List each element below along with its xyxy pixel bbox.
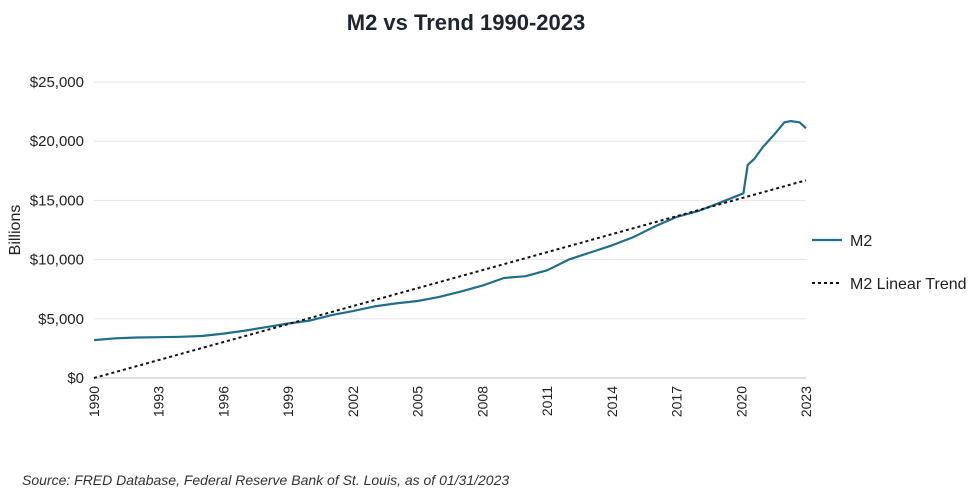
x-tick-label: 1999 <box>280 386 296 417</box>
y-tick-label: $5,000 <box>38 311 84 328</box>
legend: M2 M2 Linear Trend <box>812 233 967 293</box>
y-axis-label: Billions <box>7 205 24 256</box>
y-tick-label: $25,000 <box>30 74 84 91</box>
x-tick-label: 2008 <box>474 386 490 417</box>
legend-label-m2-trend: M2 Linear Trend <box>850 276 967 293</box>
x-tick-label: 1990 <box>86 386 102 417</box>
series-lines <box>93 119 807 379</box>
chart-title: M2 vs Trend 1990-2023 <box>347 10 585 35</box>
y-tick-label: $10,000 <box>30 252 84 269</box>
x-tick-label: 1996 <box>215 386 231 417</box>
x-tick-label: 2020 <box>733 386 749 417</box>
y-tick-label: $0 <box>67 370 84 387</box>
series-line-m2 <box>93 119 807 342</box>
x-tick-label: 1993 <box>151 386 167 417</box>
y-tick-labels: $0 $5,000 $10,000 $15,000 $20,000 $25,000 <box>30 74 84 387</box>
y-tick-label: $15,000 <box>30 192 84 209</box>
legend-label-m2: M2 <box>850 233 872 250</box>
grid-lines <box>94 81 806 379</box>
x-tick-label: 2005 <box>410 386 426 417</box>
x-tick-label: 2002 <box>345 386 361 417</box>
x-tick-label: 2023 <box>798 386 814 417</box>
x-tick-label: 2014 <box>604 386 620 417</box>
y-tick-label: $20,000 <box>30 133 84 150</box>
x-tick-labels: 1990 1993 1996 1999 2002 2005 2008 2011 2014 2017… <box>86 386 814 417</box>
x-tick-label: 2011 <box>539 386 555 416</box>
source-note: Source: FRED Database, Federal Reserve B… <box>22 472 509 488</box>
x-tick-label: 2017 <box>669 386 685 417</box>
